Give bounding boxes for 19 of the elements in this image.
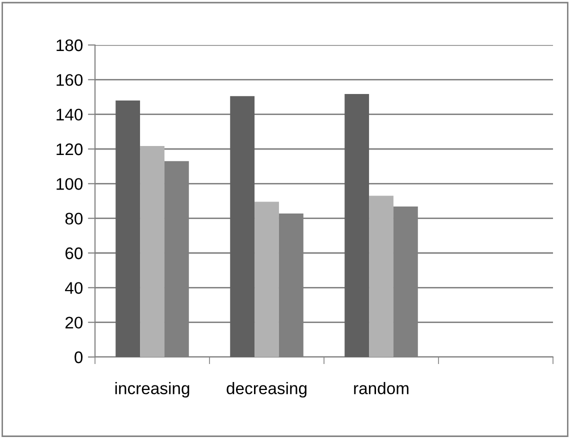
y-tick-label: 160 xyxy=(56,74,83,86)
x-tick-label: random xyxy=(354,382,408,394)
y-tick-label: 180 xyxy=(56,39,83,52)
bar xyxy=(254,202,279,357)
bar xyxy=(369,196,394,357)
bar xyxy=(344,94,370,357)
y-tick-label: 80 xyxy=(65,212,83,225)
x-tick-label: decreasing xyxy=(226,382,306,398)
bar xyxy=(230,96,255,357)
y-tick-label: 120 xyxy=(56,143,83,156)
y-tick-label: 60 xyxy=(66,247,83,260)
y-tick-label: 40 xyxy=(65,282,83,294)
y-tick-label: 100 xyxy=(56,178,83,190)
y-tick-label: 140 xyxy=(56,108,83,121)
x-tick-label: increasing xyxy=(115,382,190,398)
y-tick-label: 0 xyxy=(74,351,83,364)
bar xyxy=(116,100,140,357)
y-tick-label: 20 xyxy=(65,316,83,329)
bar xyxy=(140,146,164,357)
